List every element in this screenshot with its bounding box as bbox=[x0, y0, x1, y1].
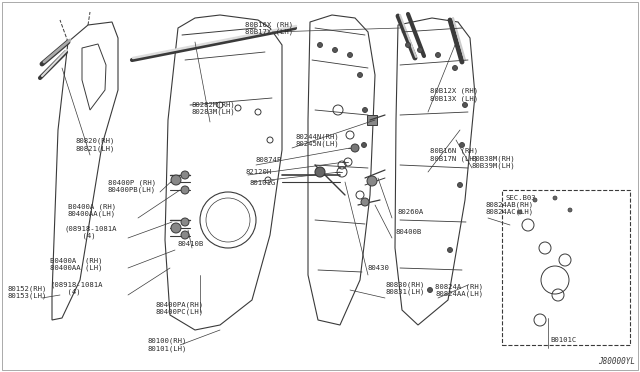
Circle shape bbox=[315, 167, 325, 177]
Text: 80101G: 80101G bbox=[250, 180, 276, 186]
Text: B0400A  (RH)
80400AA (LH): B0400A (RH) 80400AA (LH) bbox=[50, 257, 102, 271]
Text: 80282M(RH)
80283M(LH): 80282M(RH) 80283M(LH) bbox=[192, 101, 236, 115]
Text: 80B16X (RH)
80B17X (LH): 80B16X (RH) 80B17X (LH) bbox=[245, 21, 293, 35]
Circle shape bbox=[533, 198, 537, 202]
Text: 80B12X (RH)
80B13X (LH): 80B12X (RH) 80B13X (LH) bbox=[430, 88, 478, 102]
Circle shape bbox=[463, 103, 467, 108]
Text: 82120H: 82120H bbox=[246, 169, 272, 175]
Text: 80430: 80430 bbox=[368, 265, 390, 271]
Bar bbox=[367, 115, 377, 125]
Text: 80B38M(RH)
80B39M(LH): 80B38M(RH) 80B39M(LH) bbox=[472, 155, 516, 169]
Circle shape bbox=[351, 144, 359, 152]
Circle shape bbox=[553, 196, 557, 200]
Circle shape bbox=[417, 48, 422, 52]
Text: 80874P: 80874P bbox=[256, 157, 282, 163]
Text: 80824A (RH)
80824AA(LH): 80824A (RH) 80824AA(LH) bbox=[435, 283, 483, 297]
Circle shape bbox=[317, 42, 323, 48]
Circle shape bbox=[435, 52, 440, 58]
Text: 80400B: 80400B bbox=[395, 229, 421, 235]
Circle shape bbox=[428, 288, 433, 292]
Text: 80410B: 80410B bbox=[178, 241, 204, 247]
Text: 80152(RH)
80153(LH): 80152(RH) 80153(LH) bbox=[8, 285, 47, 299]
Text: 80B16N (RH)
80B17N (LH): 80B16N (RH) 80B17N (LH) bbox=[430, 148, 478, 162]
Text: B0101C: B0101C bbox=[550, 337, 576, 343]
Text: 80400P (RH)
80400PB(LH): 80400P (RH) 80400PB(LH) bbox=[108, 179, 156, 193]
Circle shape bbox=[181, 186, 189, 194]
Circle shape bbox=[568, 208, 572, 212]
Circle shape bbox=[518, 210, 522, 214]
Circle shape bbox=[452, 65, 458, 71]
Circle shape bbox=[348, 52, 353, 58]
Circle shape bbox=[460, 142, 465, 148]
Circle shape bbox=[458, 183, 463, 187]
Circle shape bbox=[367, 176, 377, 186]
Text: (08918-1081A
    (4): (08918-1081A (4) bbox=[65, 225, 118, 239]
Circle shape bbox=[171, 175, 181, 185]
Circle shape bbox=[406, 42, 410, 48]
Text: 80824AB(RH)
80824AC(LH): 80824AB(RH) 80824AC(LH) bbox=[486, 201, 534, 215]
Text: 80400PA(RH)
80400PC(LH): 80400PA(RH) 80400PC(LH) bbox=[155, 301, 203, 315]
Circle shape bbox=[333, 48, 337, 52]
Circle shape bbox=[447, 247, 452, 253]
Text: 80820(RH)
80821(LH): 80820(RH) 80821(LH) bbox=[75, 138, 115, 152]
Text: J80000YL: J80000YL bbox=[598, 357, 635, 366]
Text: SEC.B03: SEC.B03 bbox=[506, 195, 536, 201]
Text: 80830(RH)
80831(LH): 80830(RH) 80831(LH) bbox=[385, 281, 424, 295]
Circle shape bbox=[181, 218, 189, 226]
Text: 80100(RH)
80101(LH): 80100(RH) 80101(LH) bbox=[148, 338, 188, 352]
Circle shape bbox=[181, 231, 189, 239]
Circle shape bbox=[362, 142, 367, 148]
Circle shape bbox=[361, 198, 369, 206]
Circle shape bbox=[171, 223, 181, 233]
Text: 80260A: 80260A bbox=[398, 209, 424, 215]
Circle shape bbox=[362, 108, 367, 112]
Circle shape bbox=[358, 73, 362, 77]
Bar bbox=[502, 190, 630, 345]
Text: (08918-1081A
    (4): (08918-1081A (4) bbox=[50, 281, 102, 295]
Circle shape bbox=[181, 171, 189, 179]
Text: B0400A (RH)
80400AA(LH): B0400A (RH) 80400AA(LH) bbox=[68, 203, 116, 217]
Text: 80244N(RH)
80245N(LH): 80244N(RH) 80245N(LH) bbox=[296, 133, 340, 147]
